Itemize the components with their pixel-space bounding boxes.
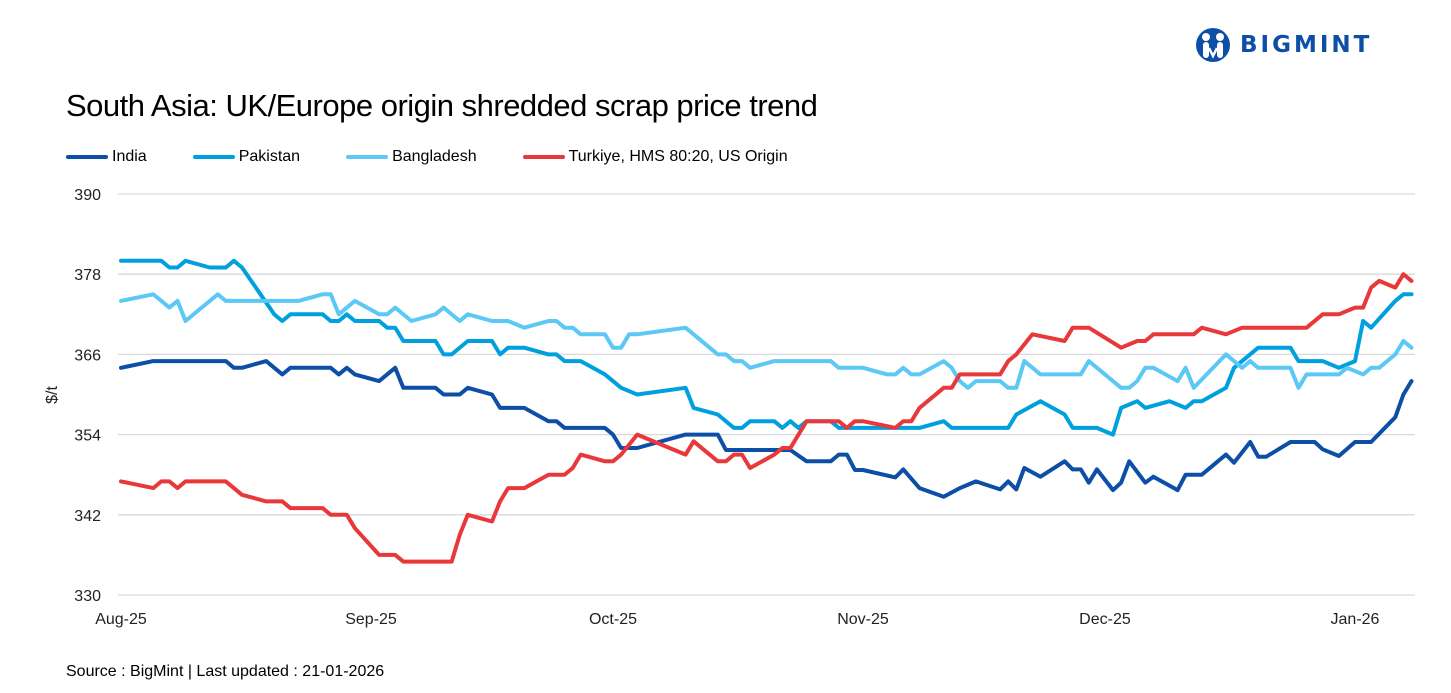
y-tick-label: 378 bbox=[74, 267, 101, 284]
legend-label: Pakistan bbox=[238, 148, 301, 165]
y-tick-label: 354 bbox=[74, 428, 101, 445]
legend-label: Bangladesh bbox=[392, 148, 477, 165]
series-line-bangladesh bbox=[119, 292, 1414, 390]
y-tick-label: 390 bbox=[74, 187, 101, 204]
series-line-pakistan bbox=[119, 258, 1414, 437]
y-tick-label: 342 bbox=[74, 508, 101, 525]
legend-swatch bbox=[192, 155, 235, 159]
legend-item-bangladesh: Bangladesh bbox=[346, 148, 477, 166]
legend-swatch bbox=[522, 155, 565, 159]
x-tick-label: Dec-25 bbox=[1079, 611, 1131, 628]
x-tick-label: Jan-26 bbox=[1331, 611, 1380, 628]
brand-name: BIGMINT bbox=[1240, 32, 1373, 58]
legend: India Pakistan Bangladesh Turkiye, HMS 8… bbox=[66, 148, 834, 166]
legend-item-india: India bbox=[66, 148, 147, 166]
x-tick-label: Sep-25 bbox=[345, 611, 397, 628]
y-tick-label: 366 bbox=[74, 347, 101, 364]
legend-label: India bbox=[112, 148, 147, 165]
y-axis-ticks: 390 378 366 354 342 330 bbox=[74, 187, 101, 605]
x-tick-label: Oct-25 bbox=[589, 611, 637, 628]
series-line-india bbox=[119, 359, 1414, 499]
chart-title: South Asia: UK/Europe origin shredded sc… bbox=[66, 88, 818, 123]
y-tick-label: 330 bbox=[74, 588, 101, 605]
x-tick-label: Aug-25 bbox=[95, 611, 147, 628]
legend-item-pakistan: Pakistan bbox=[192, 148, 301, 166]
x-axis-ticks: Aug-25 Sep-25 Oct-25 Nov-25 Dec-25 Jan-26 bbox=[95, 611, 1379, 628]
legend-item-turkiye: Turkiye, HMS 80:20, US Origin bbox=[522, 148, 788, 166]
y-axis-label: $/t bbox=[44, 386, 61, 404]
legend-swatch bbox=[66, 155, 108, 159]
series-line-turkiye bbox=[119, 272, 1414, 564]
source-note: Source : BigMint | Last updated : 21-01-… bbox=[66, 663, 385, 680]
legend-swatch bbox=[346, 155, 389, 159]
series-lines bbox=[119, 258, 1414, 564]
bigmint-logo: BIGMINT bbox=[1194, 26, 1372, 64]
x-tick-label: Nov-25 bbox=[837, 611, 889, 628]
legend-label: Turkiye, HMS 80:20, US Origin bbox=[568, 148, 788, 165]
bigmint-logo-icon bbox=[1196, 28, 1230, 62]
gridlines bbox=[118, 193, 1415, 596]
